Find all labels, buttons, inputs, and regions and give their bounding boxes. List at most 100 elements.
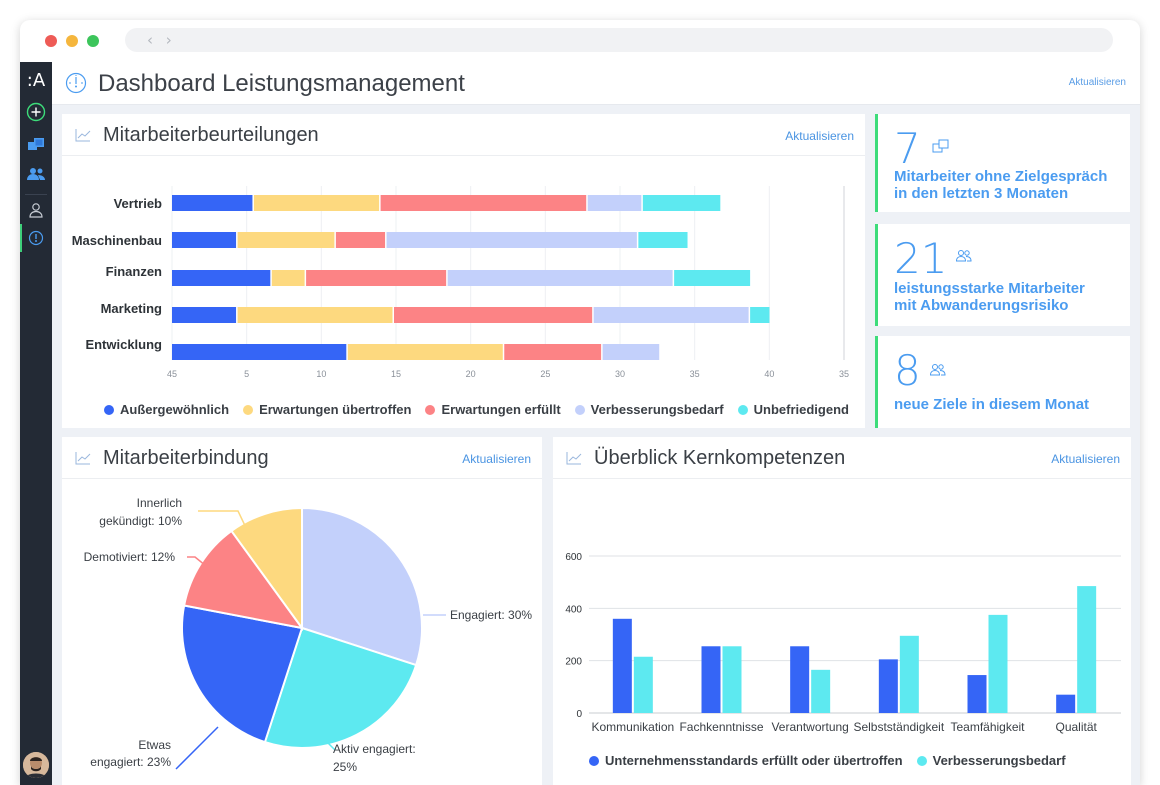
logo-text: :A — [26, 69, 46, 91]
legend-item[interactable]: Außergewöhnlich — [104, 402, 229, 417]
bar — [612, 618, 632, 713]
legend-item[interactable]: Erwartungen erfüllt — [425, 402, 561, 417]
retention-title: Mitarbeiterbindung — [103, 447, 269, 469]
bar-segment — [237, 232, 335, 248]
x-category-label: Qualität — [1055, 720, 1097, 734]
bar — [633, 656, 653, 713]
sidebar-item-folders[interactable] — [20, 130, 52, 158]
address-bar[interactable]: ‹ › — [125, 28, 1113, 52]
pie-leader-line — [198, 510, 250, 535]
bar-segment — [253, 195, 380, 211]
kpi-value: 7 — [894, 124, 921, 173]
kpi-value: 21 — [894, 234, 948, 283]
sidebar-item-add[interactable] — [20, 98, 52, 126]
bar-segment — [602, 344, 660, 360]
bar-segment — [674, 270, 751, 286]
legend-swatch — [574, 404, 585, 415]
folders-icon — [932, 139, 949, 153]
kpi-label-line2: in den letzten 3 Monaten — [894, 185, 1069, 202]
y-tick-label: 0 — [576, 709, 582, 720]
category-label: Maschinenbau — [72, 233, 162, 248]
legend-swatch — [737, 404, 748, 415]
kpi-card-flight-risk[interactable]: 21 leistungsstarke Mitarbeiter mit Abwan… — [875, 224, 1130, 326]
bar — [1077, 586, 1097, 713]
pie-label: gekündigt: 10% — [99, 514, 182, 528]
back-forward-icon[interactable]: ‹ › — [147, 31, 176, 49]
dashboard-gauge-icon — [28, 230, 44, 246]
team-icon — [956, 250, 972, 262]
bar-segment — [504, 344, 602, 360]
x-tick-label: 30 — [615, 369, 625, 379]
legend-item[interactable]: Unbefriedigend — [737, 402, 849, 417]
bar — [811, 669, 831, 713]
kpi-card-no-review[interactable]: 7 Mitarbeiter ohne Zielgespräch in den l… — [875, 114, 1130, 212]
legend-swatch — [589, 755, 599, 766]
kpi-value: 8 — [894, 346, 921, 395]
kpi-label-line1: neue Ziele in diesem Monat — [894, 396, 1090, 413]
legend-label: Verbesserungsbedarf — [932, 753, 1066, 768]
retention-card: Mitarbeiterbindung Aktualisieren Engagie… — [62, 437, 542, 785]
app-logo[interactable]: :A — [20, 66, 52, 94]
avatar[interactable] — [23, 752, 49, 778]
competencies-title: Überblick Kernkompetenzen — [594, 447, 846, 469]
appraisals-title: Mitarbeiterbeurteilungen — [103, 124, 319, 146]
legend-label: Außergewöhnlich — [120, 402, 230, 417]
bar-segment — [172, 232, 237, 248]
bar-segment — [380, 195, 587, 211]
legend-swatch — [425, 404, 436, 415]
legend-swatch — [243, 404, 254, 415]
maximize-window-dot[interactable] — [87, 35, 99, 47]
bar-segment — [642, 195, 721, 211]
x-tick-label: 25 — [540, 369, 550, 379]
close-window-dot[interactable] — [45, 35, 57, 47]
x-tick-label: 20 — [466, 369, 476, 379]
sidebar-item-team[interactable] — [20, 160, 52, 188]
pie-slice — [263, 626, 418, 749]
pie-slice — [301, 506, 423, 667]
pie-label: Demotiviert: 12% — [84, 550, 176, 564]
legend-item[interactable]: Erwartungen übertroffen — [243, 402, 411, 417]
x-tick-label: 35 — [690, 369, 700, 379]
minimize-window-dot[interactable] — [66, 35, 78, 47]
bar — [722, 646, 742, 713]
x-category-label: Fachkenntnisse — [679, 720, 763, 734]
line-chart-icon — [566, 452, 582, 465]
sidebar-item-dashboard[interactable] — [20, 224, 52, 252]
category-label: Finanzen — [106, 264, 162, 279]
card-divider — [553, 478, 1131, 479]
gauge-icon — [65, 72, 87, 94]
bar-segment — [347, 344, 503, 360]
pie-leader-line — [175, 726, 219, 770]
legend-item[interactable]: Verbesserungsbedarf — [574, 402, 724, 417]
x-tick-label: 40 — [764, 369, 774, 379]
x-tick-label: 15 — [391, 369, 401, 379]
pie-leader-line — [319, 734, 336, 751]
bar-segment — [335, 232, 386, 248]
x-tick-label: 5 — [244, 369, 249, 379]
bar-segment — [750, 307, 770, 323]
bar-segment — [172, 270, 271, 286]
legend-label: Unbefriedigend — [753, 402, 849, 417]
bar-segment — [386, 232, 637, 248]
bar-segment — [587, 195, 642, 211]
bar — [878, 659, 898, 713]
legend-item[interactable]: Unternehmensstandards erfüllt oder übert… — [589, 753, 903, 768]
competencies-refresh-link[interactable]: Aktualisieren — [1051, 452, 1120, 466]
sidebar-item-profile[interactable] — [20, 196, 52, 224]
legend-label: Unternehmensstandards erfüllt oder übert… — [605, 753, 903, 768]
appraisals-card: Mitarbeiterbeurteilungen Aktualisieren 4… — [62, 114, 865, 428]
bar-segment — [447, 270, 673, 286]
title-bar: ‹ › — [20, 20, 1140, 63]
category-label: Marketing — [101, 301, 162, 316]
category-label: Entwicklung — [85, 337, 162, 352]
kpi-card-new-goals[interactable]: 8 neue Ziele in diesem Monat — [875, 336, 1130, 428]
team-icon — [27, 168, 45, 180]
team-icon — [930, 364, 946, 376]
competencies-legend: Unternehmensstandards erfüllt oder übert… — [589, 753, 1080, 769]
appraisals-refresh-link[interactable]: Aktualisieren — [785, 129, 854, 143]
legend-item[interactable]: Verbesserungsbedarf — [916, 753, 1066, 768]
retention-refresh-link[interactable]: Aktualisieren — [462, 452, 531, 466]
card-divider — [62, 155, 865, 156]
header-refresh-link[interactable]: Aktualisieren — [1068, 77, 1126, 88]
page-header: Dashboard Leistungsmanagement Aktualisie… — [52, 62, 1140, 105]
